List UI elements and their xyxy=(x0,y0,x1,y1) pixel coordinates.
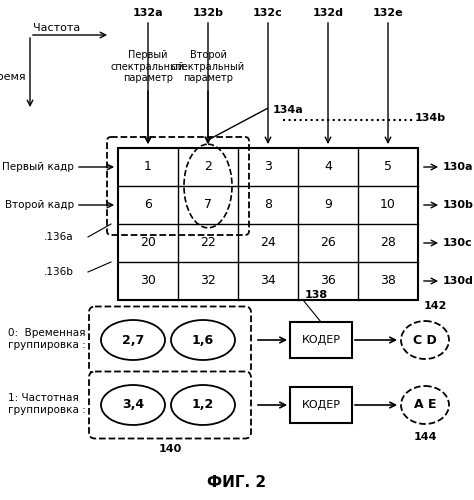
Text: 1,6: 1,6 xyxy=(192,334,214,346)
Text: C D: C D xyxy=(413,334,437,346)
Text: .136b: .136b xyxy=(44,267,74,277)
Text: 10: 10 xyxy=(380,198,396,211)
Text: 9: 9 xyxy=(324,198,332,211)
Text: 7: 7 xyxy=(204,198,212,211)
Bar xyxy=(290,387,352,423)
Text: КОДЕР: КОДЕР xyxy=(301,400,340,410)
Text: Первый
спектральный
параметр: Первый спектральный параметр xyxy=(111,50,185,83)
Text: 24: 24 xyxy=(260,236,276,250)
Text: 28: 28 xyxy=(380,236,396,250)
Text: Второй
спектральный
параметр: Второй спектральный параметр xyxy=(171,50,245,83)
Text: 0:  Временная
группировка :: 0: Временная группировка : xyxy=(8,328,86,349)
Ellipse shape xyxy=(401,321,449,359)
Text: 134b: 134b xyxy=(415,113,446,123)
Text: .136а: .136а xyxy=(45,232,74,242)
Text: 8: 8 xyxy=(264,198,272,211)
Ellipse shape xyxy=(401,386,449,424)
Text: 5: 5 xyxy=(384,160,392,173)
Ellipse shape xyxy=(171,320,235,360)
Text: 2: 2 xyxy=(204,160,212,173)
Bar xyxy=(118,148,418,300)
Text: Второй кадр: Второй кадр xyxy=(5,200,74,210)
FancyBboxPatch shape xyxy=(89,306,251,374)
Text: 140: 140 xyxy=(158,444,182,454)
Text: 34: 34 xyxy=(260,274,276,287)
Text: 132a: 132a xyxy=(133,8,164,18)
Text: 1: 1 xyxy=(144,160,152,173)
Text: 132e: 132e xyxy=(373,8,403,18)
Text: ФИГ. 2: ФИГ. 2 xyxy=(208,475,266,490)
Text: 144: 144 xyxy=(413,432,437,442)
Text: 36: 36 xyxy=(320,274,336,287)
Text: 3,4: 3,4 xyxy=(122,398,144,411)
Text: 130d: 130d xyxy=(443,276,474,286)
Text: 130b: 130b xyxy=(443,200,474,210)
Text: 20: 20 xyxy=(140,236,156,250)
FancyBboxPatch shape xyxy=(89,372,251,438)
Text: Время: Время xyxy=(0,72,27,83)
Text: 130c: 130c xyxy=(443,238,473,248)
Text: КОДЕР: КОДЕР xyxy=(301,335,340,345)
Text: Первый кадр: Первый кадр xyxy=(2,162,74,172)
Text: 1: Частотная
группировка :: 1: Частотная группировка : xyxy=(8,393,86,414)
Text: 132d: 132d xyxy=(312,8,344,18)
Text: 38: 38 xyxy=(380,274,396,287)
Text: Частота: Частота xyxy=(33,23,80,33)
Text: 2,7: 2,7 xyxy=(122,334,144,346)
Text: 26: 26 xyxy=(320,236,336,250)
Text: 1,2: 1,2 xyxy=(192,398,214,411)
Text: 138: 138 xyxy=(305,290,328,300)
Text: 30: 30 xyxy=(140,274,156,287)
Text: 132b: 132b xyxy=(192,8,224,18)
Text: 142: 142 xyxy=(423,301,447,311)
Ellipse shape xyxy=(171,385,235,425)
Text: 22: 22 xyxy=(200,236,216,250)
Text: A E: A E xyxy=(414,398,436,411)
Ellipse shape xyxy=(101,320,165,360)
Text: 132c: 132c xyxy=(253,8,283,18)
Text: 130a: 130a xyxy=(443,162,474,172)
Text: 4: 4 xyxy=(324,160,332,173)
Text: 6: 6 xyxy=(144,198,152,211)
Ellipse shape xyxy=(101,385,165,425)
Text: 32: 32 xyxy=(200,274,216,287)
Bar xyxy=(290,322,352,358)
Text: 3: 3 xyxy=(264,160,272,173)
Text: 134а: 134а xyxy=(273,105,304,115)
